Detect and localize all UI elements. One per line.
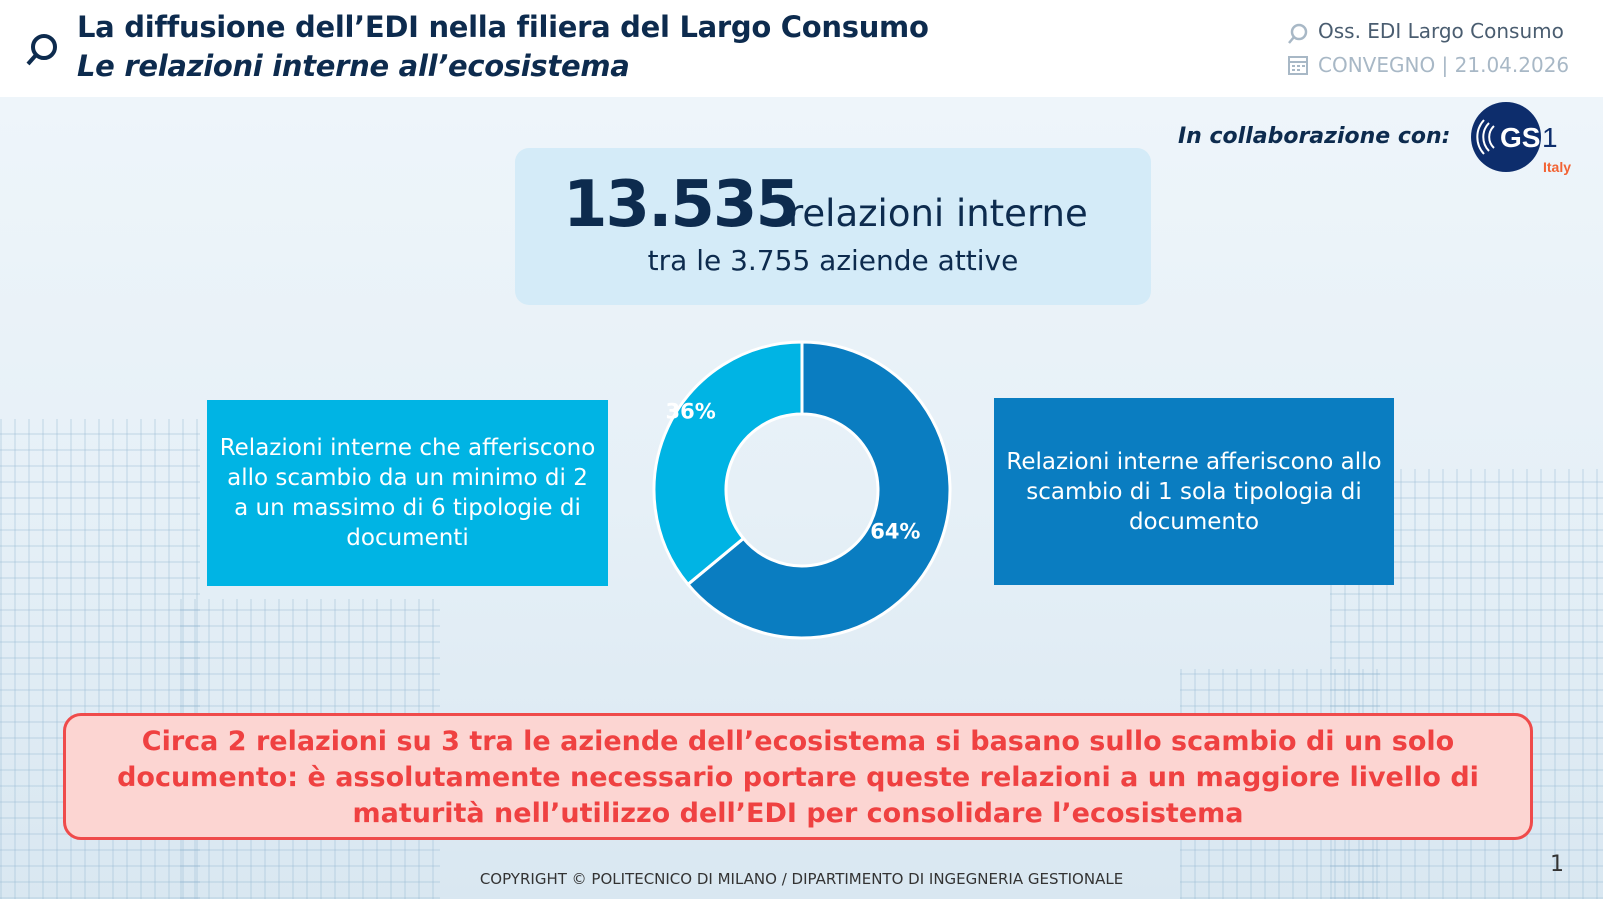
headline-number: 13.535 [563,168,800,242]
gs1-italy-logo: GS 1 Italy [1471,102,1571,175]
calendar-icon [1288,56,1308,75]
headline-box: 13.535 relazioni interne tra le 3.755 az… [515,148,1151,305]
collaboration-label: In collaborazione con: [1178,124,1451,149]
donut-slice-36pct [652,340,804,587]
svg-text:1: 1 [1542,122,1558,153]
page-number: 1 [1550,852,1564,877]
observatory-label: Oss. EDI Largo Consumo [1318,19,1564,43]
donut-label: 64% [870,520,920,544]
donut-label: 36% [666,399,716,423]
magnifier-logo-icon [26,34,57,66]
donut-chart: 64% 36% [652,340,952,640]
headline-label: relazioni interne [788,192,1088,235]
page-subtitle: Le relazioni interne all’ecosistema [77,49,630,83]
svg-text:Italy: Italy [1543,159,1571,175]
svg-text:GS: GS [1500,122,1540,153]
callout-box: Circa 2 relazioni su 3 tra le aziende de… [63,713,1533,840]
header: La diffusione dell’EDI nella filiera del… [0,0,1603,97]
magnifier-icon [1288,23,1308,44]
donut-slice-64pct [685,340,952,640]
left-info-box: Relazioni interne che afferiscono allo s… [207,400,608,586]
event-date: CONVEGNO | 21.04.2026 [1318,53,1570,77]
footer-copyright: COPYRIGHT © POLITECNICO DI MILANO / DIPA… [479,870,1124,888]
headline-sub: tra le 3.755 aziende attive [647,244,1019,277]
right-info-box: Relazioni interne afferiscono allo scamb… [994,398,1394,585]
page-title: La diffusione dell’EDI nella filiera del… [77,10,929,44]
